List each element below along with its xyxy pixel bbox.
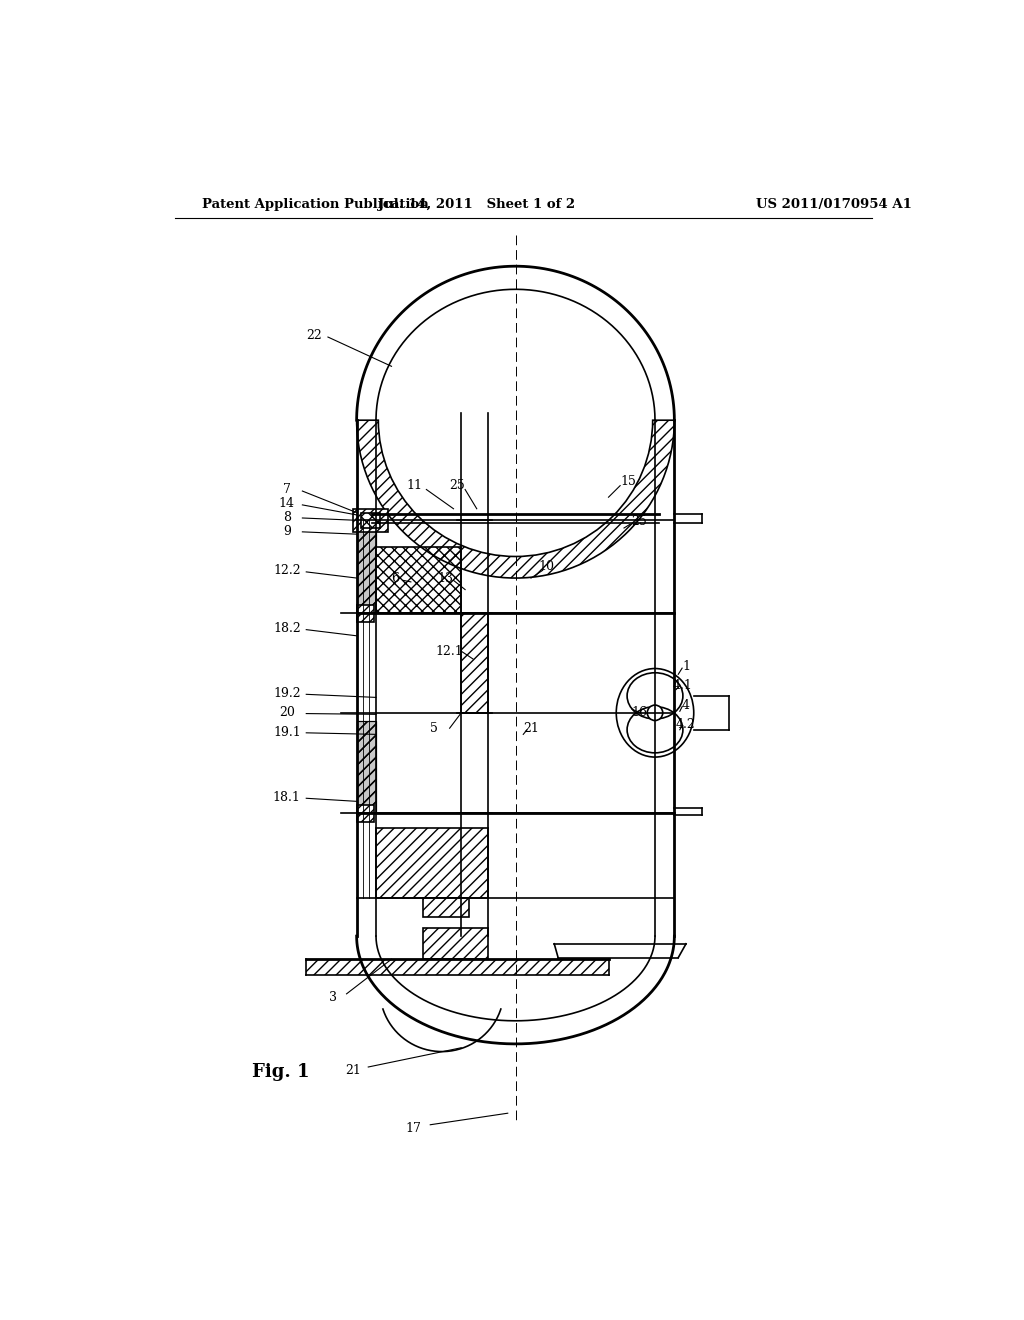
Text: 18.1: 18.1 [273, 791, 301, 804]
Text: 19.1: 19.1 [273, 726, 301, 739]
Bar [423, 928, 488, 960]
Text: 11: 11 [407, 479, 423, 492]
Bar [423, 898, 469, 917]
Ellipse shape [616, 668, 693, 758]
Text: 14: 14 [279, 496, 295, 510]
Text: 12.1: 12.1 [436, 644, 464, 657]
Text: 4.2: 4.2 [676, 718, 696, 731]
Bar [376, 829, 488, 898]
Text: 7: 7 [283, 483, 291, 496]
Bar [461, 612, 488, 713]
Bar [356, 721, 376, 813]
Text: Fig. 1: Fig. 1 [252, 1063, 309, 1081]
Text: 15: 15 [620, 475, 636, 488]
Text: 10: 10 [539, 560, 555, 573]
Text: Jul. 14, 2011   Sheet 1 of 2: Jul. 14, 2011 Sheet 1 of 2 [378, 198, 575, 211]
Text: 9: 9 [283, 524, 291, 537]
Text: 19.2: 19.2 [273, 686, 301, 700]
Text: 25: 25 [632, 515, 647, 528]
Text: 16: 16 [632, 706, 647, 719]
Text: 1: 1 [682, 660, 690, 673]
Bar [356, 605, 374, 622]
Text: 4.1: 4.1 [672, 680, 692, 693]
Bar [356, 524, 376, 612]
Text: 6: 6 [391, 572, 399, 585]
Text: 13: 13 [437, 572, 454, 585]
Bar [356, 805, 374, 822]
Bar [360, 512, 380, 528]
Text: 20: 20 [279, 706, 295, 719]
Text: 18.2: 18.2 [273, 622, 301, 635]
Text: 4: 4 [682, 698, 690, 711]
Bar [423, 928, 488, 960]
Bar [376, 548, 461, 612]
Text: 21: 21 [523, 722, 539, 735]
Text: 12.2: 12.2 [273, 564, 301, 577]
Text: 25: 25 [450, 479, 465, 492]
Bar [352, 508, 388, 532]
Text: 22: 22 [306, 329, 322, 342]
Bar [376, 548, 461, 612]
Text: 8: 8 [283, 511, 291, 524]
Bar [461, 612, 488, 713]
Text: Patent Application Publication: Patent Application Publication [202, 198, 428, 211]
Ellipse shape [647, 705, 663, 721]
Text: US 2011/0170954 A1: US 2011/0170954 A1 [756, 198, 911, 211]
Bar [306, 960, 608, 974]
Polygon shape [554, 944, 686, 958]
Bar [376, 829, 488, 898]
Text: 21: 21 [345, 1064, 360, 1077]
Text: 3: 3 [330, 991, 337, 1005]
Text: 17: 17 [406, 1122, 421, 1135]
Bar [356, 524, 376, 612]
Text: 5: 5 [430, 722, 438, 735]
Bar [356, 721, 376, 813]
